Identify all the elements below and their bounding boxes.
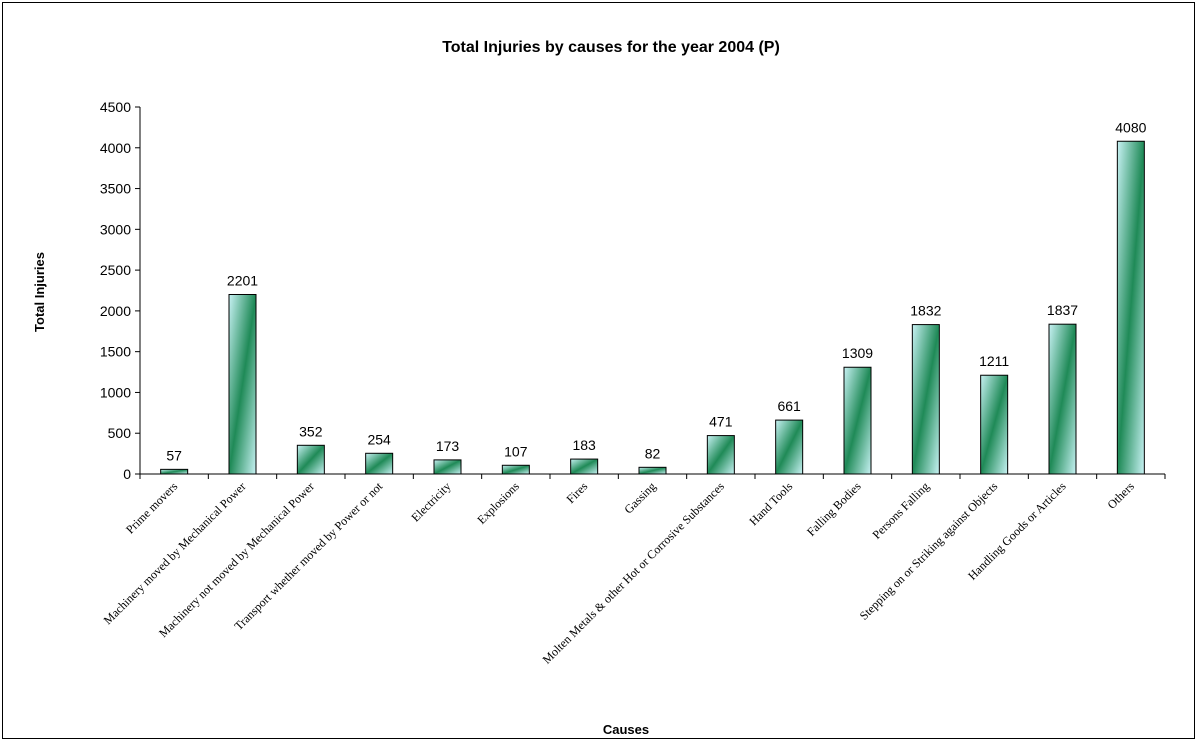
data-label: 1837 (1047, 302, 1078, 318)
y-tick-label: 3000 (100, 221, 131, 237)
x-tick-label: Persons Falling (869, 479, 931, 541)
y-tick-label: 4000 (100, 140, 131, 156)
bar (228, 293, 257, 475)
y-tick-label: 4500 (100, 99, 131, 115)
data-label: 183 (572, 437, 596, 453)
x-tick-label: Falling Bodies (804, 479, 864, 539)
data-label: 107 (504, 443, 528, 459)
bar (501, 464, 530, 475)
bar (1116, 140, 1145, 475)
bar (296, 444, 325, 475)
x-tick-label: Machinery moved by Mechanical Power (101, 479, 249, 627)
bar (570, 458, 599, 475)
data-label: 4080 (1115, 119, 1146, 135)
data-label: 352 (299, 423, 323, 439)
data-label: 661 (777, 398, 801, 414)
bar (980, 374, 1009, 475)
y-tick-label: 500 (108, 425, 132, 441)
data-label: 2201 (227, 272, 258, 288)
bar (775, 419, 804, 475)
y-tick-label: 2000 (100, 303, 131, 319)
y-tick-label: 2500 (100, 262, 131, 278)
bar (706, 435, 735, 475)
plot-area: 0 500 1000 1500 2000 2500 3000 3500 4000 4500 57 Pr… (100, 99, 1166, 667)
data-label: 1309 (842, 345, 873, 361)
bar (911, 324, 940, 475)
y-tick-label: 1500 (100, 344, 131, 360)
bar (365, 452, 394, 475)
bar (638, 466, 667, 475)
x-tick-label: Hand Tools (746, 479, 795, 528)
bar (160, 468, 189, 475)
bar (843, 366, 872, 475)
chart-title: Total Injuries by causes for the year 20… (442, 39, 780, 56)
data-label: 82 (645, 445, 661, 461)
data-label: 173 (436, 438, 460, 454)
bar (1048, 323, 1077, 475)
x-axis-title: Causes (603, 722, 649, 737)
bar (433, 459, 462, 475)
x-tick-label: Prime movers (123, 479, 181, 537)
x-tick-label: Others (1104, 479, 1137, 512)
x-tick-label: Explosions (474, 479, 522, 527)
x-tick-label: Machinery not moved by Mechanical Power (156, 479, 317, 640)
y-tick-label: 3500 (100, 181, 131, 197)
x-tick-label: Electricity (408, 479, 453, 524)
y-axis-title: Total Injuries (32, 252, 47, 332)
data-label: 1211 (979, 353, 1009, 369)
y-tick-label: 0 (123, 466, 131, 482)
x-tick-label: Transport whether moved by Power or not (231, 479, 385, 633)
data-label: 57 (166, 447, 182, 463)
x-tick-label: Stepping on or Striking against Objects (857, 479, 1001, 623)
bar-chart: Total Injuries by causes for the year 20… (32, 39, 1166, 737)
x-tick-label: Gassing (621, 479, 658, 516)
data-label: 471 (709, 414, 733, 430)
y-tick-label: 1000 (100, 384, 131, 400)
x-tick-label: Fires (563, 479, 590, 506)
data-label: 1832 (910, 303, 941, 319)
data-label: 254 (367, 431, 391, 447)
